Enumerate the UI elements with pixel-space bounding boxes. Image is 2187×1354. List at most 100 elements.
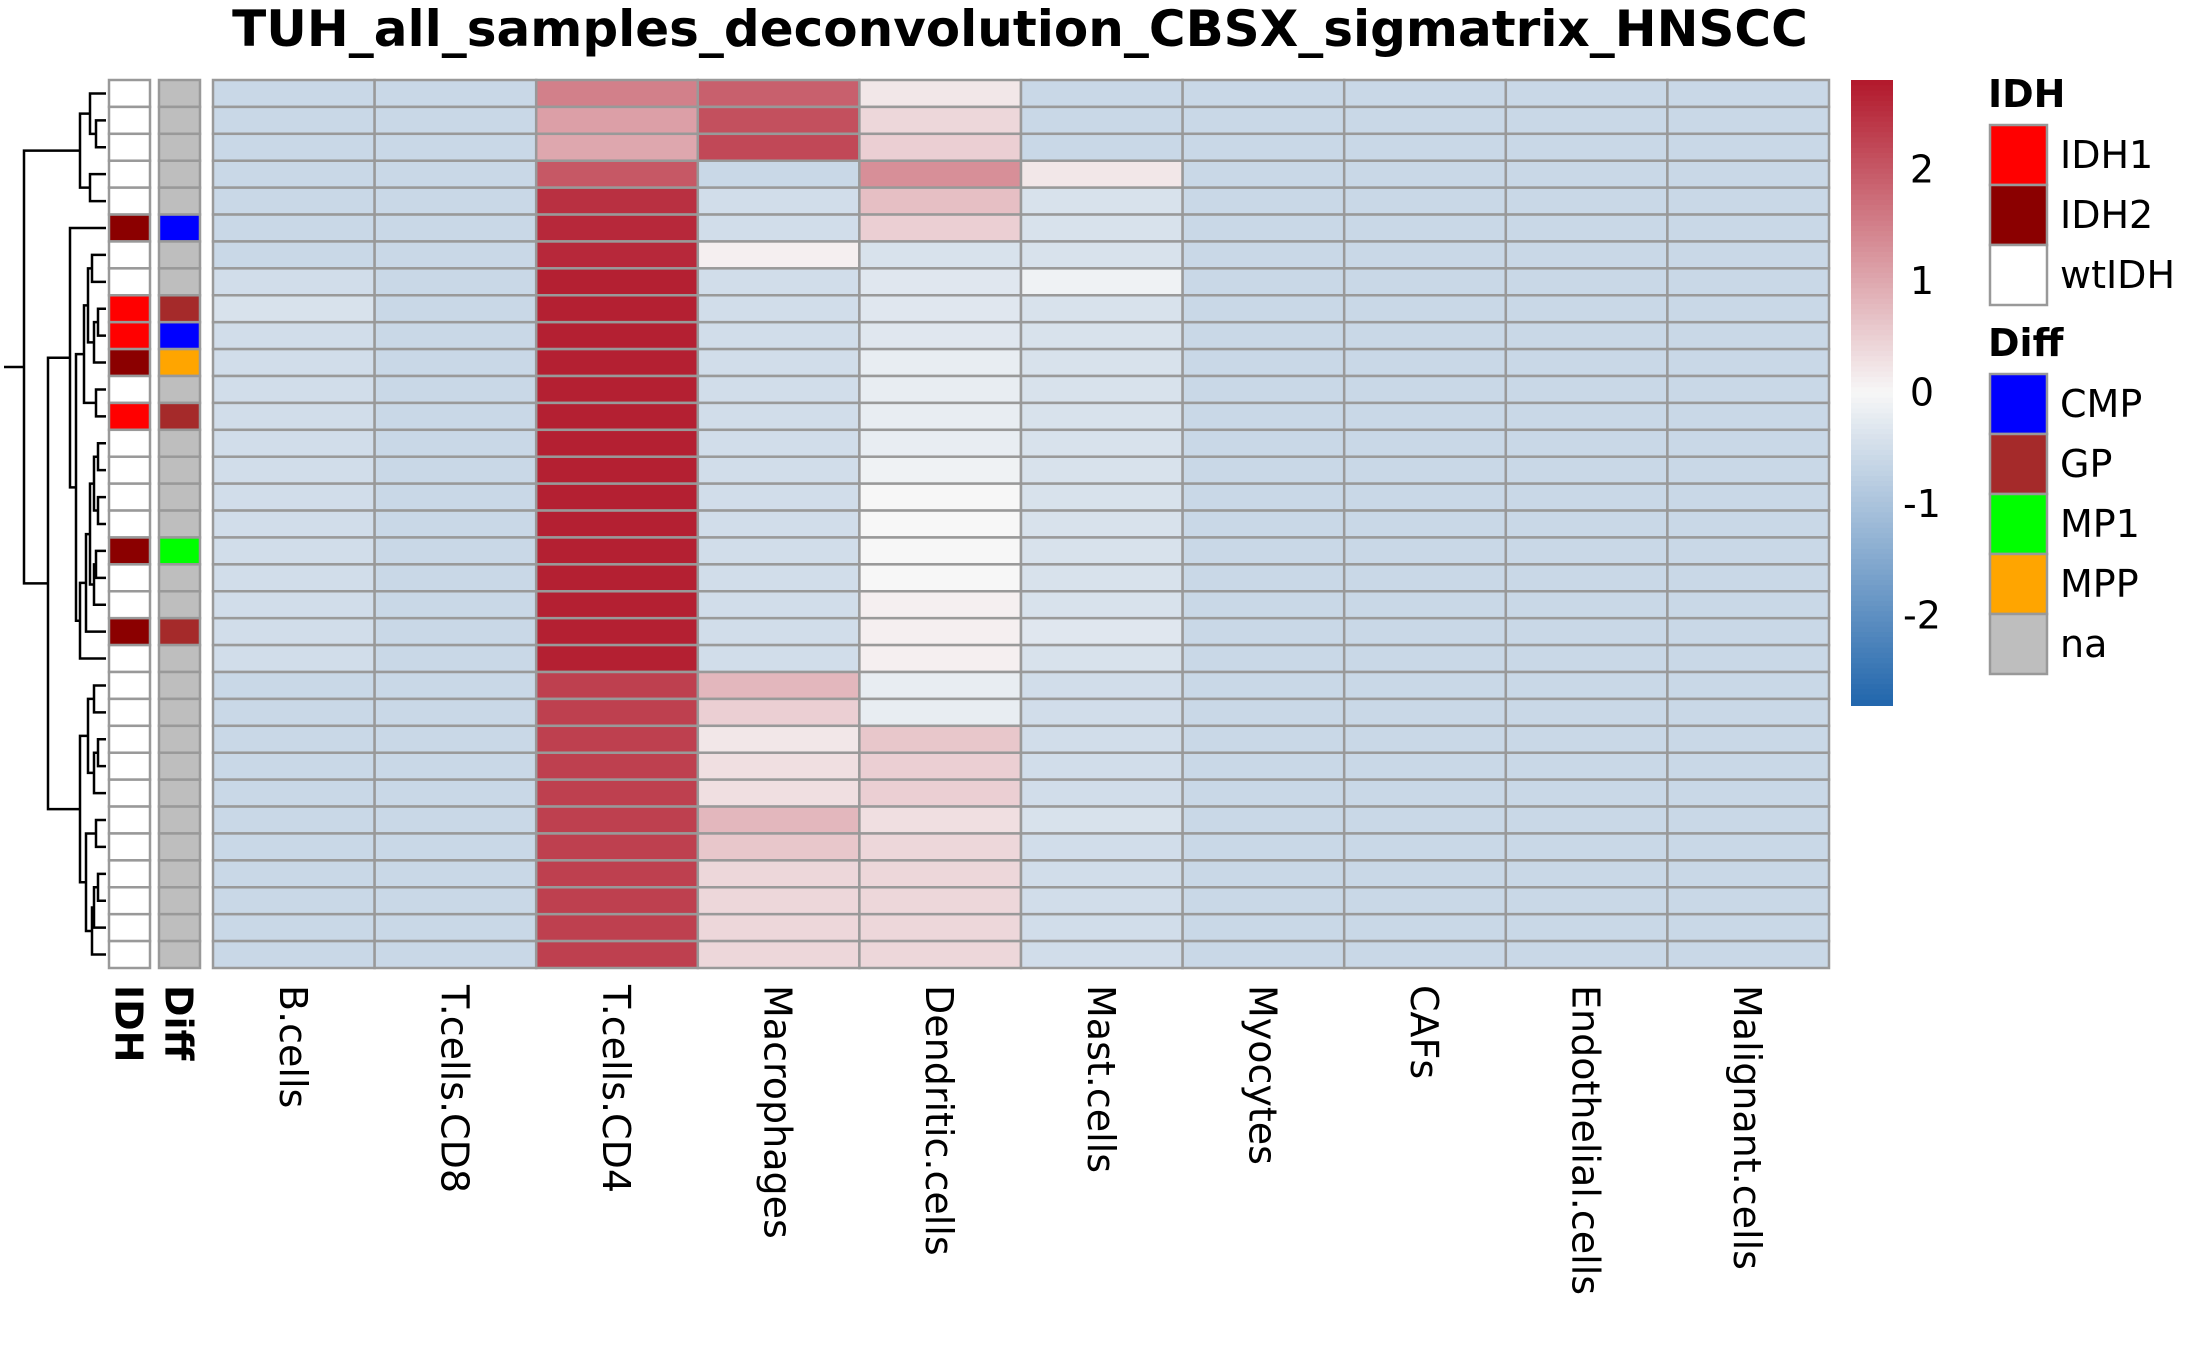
heatmap-cell — [1666, 132, 1831, 162]
heatmap-cell — [1019, 213, 1184, 243]
colorbar-segment — [1851, 293, 1893, 300]
heatmap-cell — [534, 886, 700, 916]
annotation-cell-idh — [107, 428, 152, 458]
heatmap-cell — [1342, 778, 1508, 808]
heatmap-cell — [1181, 751, 1346, 781]
colorbar-segment — [1851, 309, 1893, 316]
colorbar-segment — [1851, 335, 1893, 342]
heatmap-cell — [1181, 482, 1346, 512]
annotation-cell-idh — [107, 455, 152, 485]
heatmap-cell — [211, 78, 376, 109]
heatmap-cell — [211, 509, 376, 539]
heatmap-cell — [858, 482, 1023, 512]
heatmap-cell — [1181, 590, 1346, 620]
dendrogram-branch — [88, 172, 106, 203]
dendrogram-branch — [96, 307, 106, 337]
colorbar-segment — [1851, 189, 1893, 196]
colorbar-segment — [1851, 100, 1893, 108]
colorbar-segment — [1851, 210, 1893, 217]
heatmap-cell — [1342, 374, 1508, 405]
heatmap-cell — [1019, 751, 1184, 781]
heatmap-cell — [1181, 563, 1346, 593]
annotation-cell-idh — [107, 294, 152, 324]
colorbar-segment — [1851, 356, 1893, 363]
colorbar-segment — [1851, 501, 1893, 509]
colorbar-segment — [1851, 142, 1893, 149]
heatmap-cell — [534, 347, 700, 378]
colorbar-segment — [1851, 647, 1893, 654]
heatmap-cell — [211, 240, 376, 270]
legend-swatch — [1988, 612, 2049, 676]
heatmap-cell — [1342, 643, 1508, 674]
annotation-cell-idh — [107, 724, 152, 754]
colorbar-segment — [1851, 257, 1893, 264]
heatmap-cell — [1342, 536, 1508, 566]
legend-swatch — [1988, 552, 2049, 616]
colorbar-segment — [1851, 272, 1893, 279]
colorbar-segment — [1851, 632, 1893, 639]
colorbar-segment — [1851, 387, 1893, 394]
annotation-cell-idh — [107, 320, 152, 351]
colorbar-segment — [1851, 564, 1893, 571]
colorbar-segment — [1851, 205, 1893, 212]
dendrogram-branch — [78, 112, 90, 189]
heatmap-cell — [534, 616, 700, 647]
annotation-cell-idh — [107, 240, 152, 270]
heatmap-cell — [858, 536, 1023, 566]
colorbar-segment — [1851, 533, 1893, 540]
heatmap-cell — [858, 643, 1023, 674]
colorbar-segment — [1851, 126, 1893, 134]
heatmap-cell — [1504, 778, 1669, 808]
heatmap-cell — [1019, 186, 1184, 216]
heatmap-cell — [858, 805, 1023, 835]
colorbar-tick-label: 1 — [1910, 259, 1934, 303]
legend-label: MPP — [2060, 562, 2139, 606]
heatmap-cell — [373, 643, 538, 674]
heatmap-cell — [211, 536, 376, 566]
colorbar-segment — [1851, 350, 1893, 358]
heatmap-cell — [1181, 778, 1346, 808]
annotation-cell-diff — [157, 643, 202, 674]
heatmap-cell — [373, 509, 538, 539]
heatmap-cell — [1019, 670, 1184, 701]
heatmap-cell — [1666, 78, 1831, 109]
heatmap-cell — [373, 374, 538, 405]
colorbar-segment — [1851, 184, 1893, 191]
heatmap-cell — [1504, 267, 1669, 297]
colorbar-segment — [1851, 439, 1893, 446]
heatmap-cell — [1019, 724, 1184, 754]
heatmap-cell — [696, 78, 861, 109]
heatmap-cell — [373, 832, 538, 862]
heatmap-cell — [696, 213, 861, 243]
column-labels: B.cells T.cells.CD8 T.cells.CD4 Macrophages… — [271, 984, 1769, 1295]
heatmap-cell — [373, 428, 538, 458]
annotation-cell-diff — [157, 778, 202, 808]
colorbar-segment — [1851, 481, 1893, 488]
annotation-cell-diff — [157, 670, 202, 701]
annotation-cell-diff — [157, 590, 202, 620]
heatmap-cell — [858, 859, 1023, 889]
heatmap-cell — [1181, 159, 1346, 189]
heatmap-cell — [696, 132, 861, 162]
colorbar-segment — [1851, 678, 1893, 686]
annotation-cell-idh — [107, 105, 152, 136]
heatmap-cell — [1181, 455, 1346, 485]
heatmap-cell — [373, 320, 538, 351]
heatmap-cell — [373, 347, 538, 378]
colorbar-segment — [1851, 137, 1893, 144]
heatmap-cell — [373, 778, 538, 808]
heatmap-cell — [534, 374, 700, 405]
annotation-cell-diff — [157, 805, 202, 835]
row-dendrogram — [4, 92, 106, 956]
annotation-cell-diff — [157, 267, 202, 297]
annotation-cell-diff — [157, 455, 202, 485]
heatmap-cell — [1666, 294, 1831, 324]
annotation-cell-diff — [157, 482, 202, 512]
colorbar-segment — [1851, 314, 1893, 321]
annotation-cell-diff — [157, 859, 202, 889]
heatmap-cell — [211, 616, 376, 647]
colorbar-segment — [1851, 507, 1893, 514]
heatmap-cell — [696, 428, 861, 458]
colorbar-segment — [1851, 324, 1893, 331]
